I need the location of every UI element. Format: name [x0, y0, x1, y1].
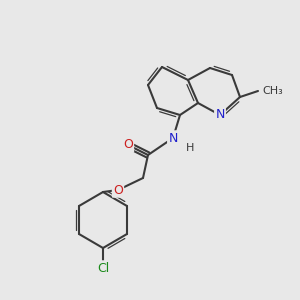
Text: Cl: Cl [97, 262, 109, 275]
Text: CH₃: CH₃ [262, 86, 283, 96]
Text: O: O [113, 184, 123, 196]
Text: N: N [168, 131, 178, 145]
Text: N: N [215, 109, 225, 122]
Text: H: H [186, 143, 194, 153]
Text: O: O [123, 139, 133, 152]
